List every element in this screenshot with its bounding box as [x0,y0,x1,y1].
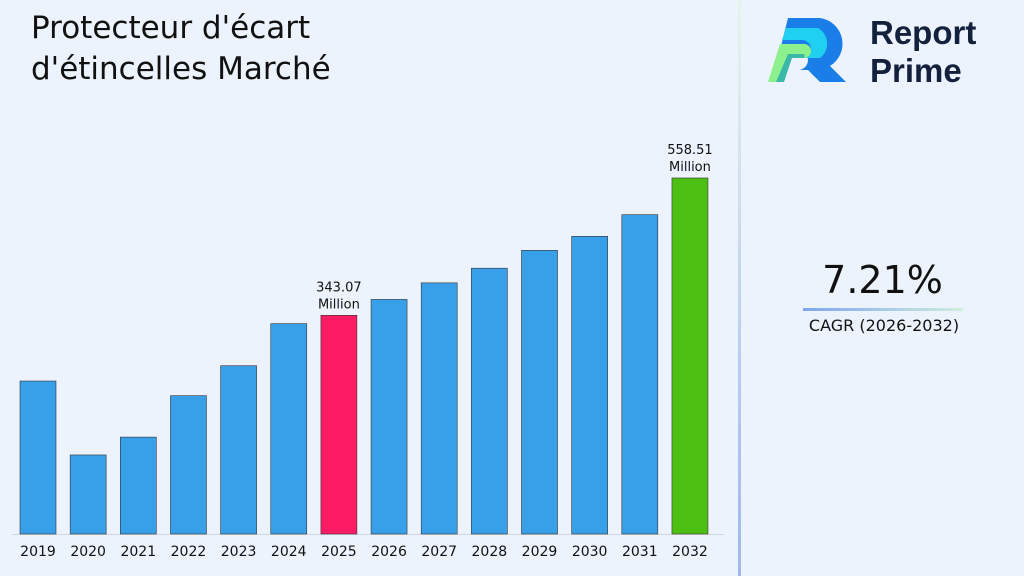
bar-2025 [320,315,358,535]
bar-2026 [370,299,408,535]
data-label-2032-value: 558.51 [667,143,713,158]
bar-2031 [621,214,659,535]
bar-2022 [170,395,207,535]
x-tick-label-2026: 2026 [371,544,407,560]
brand-line-1: Report [870,14,977,51]
x-tick-label-2030: 2030 [572,544,608,560]
bar-2027 [420,282,458,535]
x-tick-label-2023: 2023 [221,544,257,560]
chart-title: Protecteur d'écart d'étincelles Marché [31,8,431,90]
data-label-2032-unit: Million [669,160,711,175]
x-tick-label-2027: 2027 [421,544,457,560]
divider [738,0,741,576]
bar-2030 [571,236,608,535]
x-tick-label-2021: 2021 [120,544,156,560]
bar-2032 [671,177,709,535]
x-tick-label-2025: 2025 [321,544,357,560]
bar-2019 [19,380,57,535]
x-tick-label-2031: 2031 [622,544,658,560]
cagr-underline [803,308,963,311]
bar-2024 [270,323,308,535]
x-tick-label-2022: 2022 [171,544,207,560]
data-label-2025-unit: Million [318,297,360,312]
cagr-label: CAGR (2026-2032) [808,316,960,335]
brand-line-2: Prime [870,52,962,89]
bar-2028 [471,267,508,535]
x-tick-label-2019: 2019 [20,544,56,560]
bar-2021 [120,436,157,535]
title-line-1: Protecteur d'écart [31,10,311,46]
bar-2023 [220,365,257,535]
x-tick-label-2024: 2024 [271,544,307,560]
data-label-2025-value: 343.07 [316,280,362,295]
title-line-2: d'étincelles Marché [31,51,331,87]
brand-name: Report Prime [870,14,976,90]
x-tick-label-2029: 2029 [522,544,558,560]
bar-2029 [521,250,558,535]
bar-chart: 2019 2020 2021 2022 2023 2024 2025 343.07 Millio… [12,143,724,560]
cagr-value: 7.21% [822,258,943,302]
report-prime-logo-icon [768,18,846,82]
bar-2020 [69,454,107,535]
x-tick-label-2020: 2020 [70,544,106,560]
x-tick-label-2032: 2032 [672,544,708,560]
x-tick-label-2028: 2028 [472,544,508,560]
